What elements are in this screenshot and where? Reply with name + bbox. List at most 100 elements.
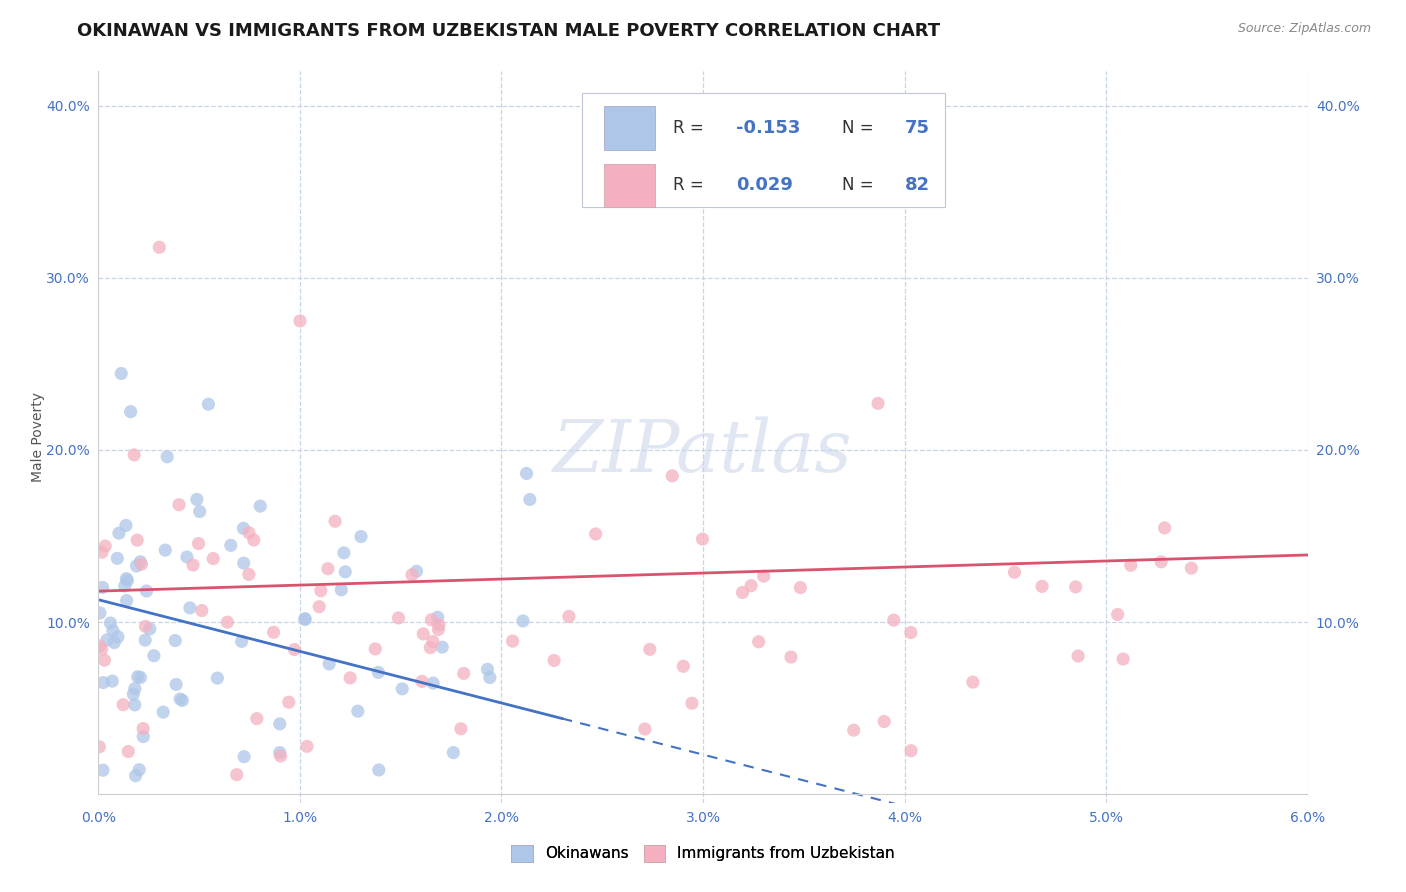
- Point: [780, 650, 803, 665]
- Point: [866, 396, 889, 410]
- Point: [502, 634, 524, 648]
- Point: [515, 467, 537, 481]
- Point: [420, 613, 443, 627]
- Point: [412, 627, 434, 641]
- Point: [132, 730, 155, 744]
- Point: [672, 659, 695, 673]
- Point: [789, 581, 811, 595]
- Point: [246, 712, 269, 726]
- Point: [105, 551, 128, 566]
- Point: [122, 687, 145, 701]
- Point: [114, 579, 136, 593]
- Point: [117, 744, 139, 758]
- Text: N =: N =: [842, 177, 879, 194]
- Point: [350, 529, 373, 543]
- Text: ZIPatlas: ZIPatlas: [553, 417, 853, 487]
- Point: [108, 526, 131, 541]
- Point: [543, 653, 565, 667]
- Point: [134, 619, 156, 633]
- Point: [217, 615, 239, 629]
- Point: [748, 634, 770, 648]
- Text: 75: 75: [905, 120, 929, 137]
- Point: [197, 397, 219, 411]
- Point: [391, 681, 413, 696]
- Point: [103, 635, 125, 649]
- Point: [422, 634, 444, 648]
- Point: [112, 698, 135, 712]
- Point: [1031, 579, 1053, 593]
- Point: [339, 671, 361, 685]
- Point: [283, 642, 305, 657]
- FancyBboxPatch shape: [603, 106, 655, 151]
- Point: [127, 533, 149, 548]
- Point: [124, 681, 146, 696]
- Point: [135, 584, 157, 599]
- Point: [1119, 558, 1142, 573]
- Point: [115, 518, 138, 533]
- FancyBboxPatch shape: [582, 94, 945, 207]
- Point: [90, 642, 112, 657]
- Point: [900, 625, 922, 640]
- Text: 0.029: 0.029: [735, 177, 793, 194]
- Text: -0.153: -0.153: [735, 120, 800, 137]
- Point: [131, 558, 153, 572]
- Point: [638, 642, 661, 657]
- Point: [900, 744, 922, 758]
- Point: [1153, 521, 1175, 535]
- Legend: Okinawans, Immigrants from Uzbekistan: Okinawans, Immigrants from Uzbekistan: [505, 838, 901, 868]
- Point: [165, 677, 187, 691]
- Point: [238, 567, 260, 582]
- Point: [269, 716, 291, 731]
- Point: [364, 641, 387, 656]
- Point: [225, 767, 247, 781]
- Point: [426, 610, 449, 624]
- Point: [128, 763, 150, 777]
- Point: [89, 639, 111, 653]
- Text: R =: R =: [673, 120, 709, 137]
- Point: [124, 769, 146, 783]
- Point: [124, 698, 146, 712]
- Point: [117, 574, 139, 588]
- Point: [91, 545, 114, 559]
- Point: [207, 671, 229, 685]
- Point: [752, 569, 775, 583]
- Point: [427, 623, 450, 637]
- FancyBboxPatch shape: [603, 163, 655, 208]
- Point: [89, 606, 111, 620]
- Point: [405, 564, 427, 578]
- Point: [142, 648, 165, 663]
- Point: [427, 617, 450, 632]
- Point: [243, 533, 266, 547]
- Point: [1112, 652, 1135, 666]
- Point: [191, 603, 214, 617]
- Text: N =: N =: [842, 120, 879, 137]
- Point: [308, 599, 330, 614]
- Point: [238, 525, 260, 540]
- Point: [233, 749, 256, 764]
- Point: [731, 585, 754, 599]
- Point: [681, 696, 703, 710]
- Point: [270, 749, 292, 764]
- Point: [156, 450, 179, 464]
- Point: [295, 739, 318, 754]
- Point: [335, 565, 357, 579]
- Point: [441, 746, 464, 760]
- Point: [411, 674, 433, 689]
- Point: [419, 640, 441, 655]
- Point: [202, 551, 225, 566]
- Point: [873, 714, 896, 729]
- Point: [91, 581, 114, 595]
- Point: [101, 624, 124, 638]
- Point: [115, 572, 138, 586]
- Point: [148, 240, 170, 254]
- Text: R =: R =: [673, 177, 709, 194]
- Point: [167, 498, 190, 512]
- Point: [367, 763, 389, 777]
- Point: [294, 611, 316, 625]
- Point: [165, 633, 187, 648]
- Text: OKINAWAN VS IMMIGRANTS FROM UZBEKISTAN MALE POVERTY CORRELATION CHART: OKINAWAN VS IMMIGRANTS FROM UZBEKISTAN M…: [77, 22, 941, 40]
- Point: [1004, 566, 1026, 580]
- Point: [277, 695, 299, 709]
- Point: [519, 492, 541, 507]
- Point: [89, 739, 111, 754]
